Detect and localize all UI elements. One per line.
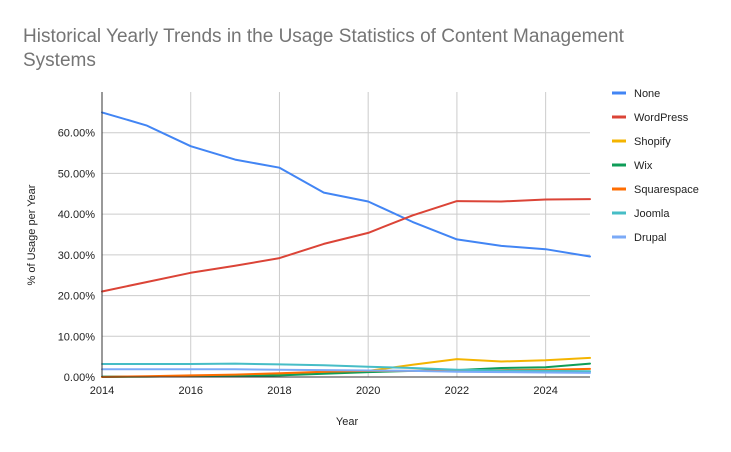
y-tick-label: 40.00% <box>58 209 96 221</box>
x-tick-label: 2022 <box>445 385 469 397</box>
y-tick-label: 60.00% <box>58 128 96 140</box>
x-tick-label: 2014 <box>90 385 114 397</box>
y-tick-labels: 0.00% 10.00% 20.00% 30.00% 40.00% 50.00% 60.00… <box>58 128 96 384</box>
legend-label-wix: Wix <box>634 160 653 172</box>
y-tick-label: 0.00% <box>64 372 95 384</box>
legend-label-joomla: Joomla <box>634 208 670 220</box>
series-line-joomla <box>101 362 591 373</box>
x-tick-label: 2020 <box>356 385 380 397</box>
axes <box>101 92 590 378</box>
x-tick-label: 2018 <box>267 385 291 397</box>
x-tick-label: 2024 <box>533 385 557 397</box>
series-line-none <box>101 111 591 258</box>
chart-title-line-1: Historical Yearly Trends in the Usage St… <box>23 26 625 47</box>
x-axis-label: Year <box>336 416 359 428</box>
x-tick-labels: 2014 2016 2018 2020 2022 2024 <box>90 385 558 397</box>
series-lines <box>101 111 591 378</box>
legend: None WordPress Shopify Wix Squarespace Joomla… <box>612 88 699 244</box>
x-tick-label: 2016 <box>178 385 202 397</box>
legend-label-squarespace: Squarespace <box>634 184 699 196</box>
legend-label-none: None <box>634 88 660 100</box>
series-line-wordpress <box>101 198 591 293</box>
y-axis-label: % of Usage per Year <box>26 184 38 285</box>
y-tick-label: 10.00% <box>58 331 96 343</box>
chart-title-line-2: Systems <box>23 50 96 71</box>
y-tick-label: 30.00% <box>58 250 96 262</box>
y-tick-label: 20.00% <box>58 291 96 303</box>
legend-label-wordpress: WordPress <box>634 112 689 124</box>
horizontal-gridlines <box>102 132 590 337</box>
legend-label-drupal: Drupal <box>634 232 666 244</box>
vertical-gridlines <box>190 92 547 377</box>
y-tick-label: 50.00% <box>58 168 96 180</box>
legend-label-shopify: Shopify <box>634 136 671 148</box>
series-line-drupal <box>101 368 591 374</box>
